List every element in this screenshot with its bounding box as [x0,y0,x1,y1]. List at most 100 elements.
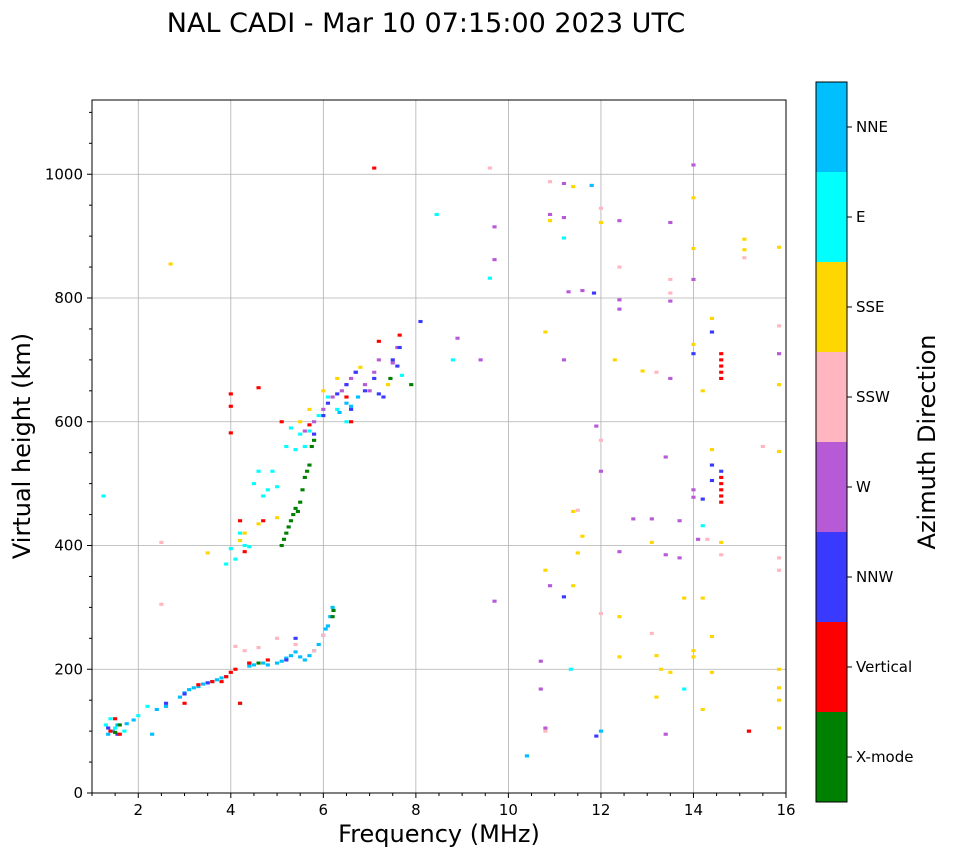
data-point-x-mode [281,537,287,541]
data-point-nnw [700,497,705,501]
data-point-sse [612,358,617,362]
data-point-e [242,543,247,548]
data-point-vertical [746,729,752,733]
data-point-x-mode [311,438,317,442]
colorbar-tick-label: SSE [856,298,885,316]
data-point-vertical [372,166,377,170]
data-point-e [399,373,405,377]
data-point-sse [776,667,782,671]
data-point-nnw [284,658,289,662]
data-point-sse [649,540,654,544]
data-point-w [691,163,696,167]
data-point-nnw [335,392,340,396]
data-point-w [349,376,354,380]
data-point-nne [154,707,159,712]
data-point-e [700,524,705,528]
colorbar-segment [816,712,847,802]
colorbar-segment [816,82,847,172]
data-point-e [307,429,312,433]
data-point-vertical [228,404,233,408]
data-point-vertical [376,339,381,343]
data-point-sse [742,237,747,241]
data-point-x-mode [295,509,300,514]
data-point-w [691,495,696,499]
y-axis-ticks: 0 200 400 600 800 1000 [45,111,92,802]
data-point-nnw [293,636,298,640]
data-point-nne [214,678,220,682]
data-point-nne [284,656,289,660]
data-point-e [284,444,289,449]
data-point-sse [617,655,622,659]
data-point-sse [358,365,363,369]
data-point-e [682,687,687,691]
data-point-w [311,420,317,424]
data-point-x-mode [291,513,296,517]
data-point-w [543,726,548,730]
data-point-w [395,345,400,350]
data-point-nne [150,732,155,736]
data-point-vertical [228,431,233,435]
data-point-e [136,714,141,718]
data-point-vertical [719,352,724,356]
colorbar: X-mode Vertical NNW W SSW SSE E NNE [815,81,913,803]
data-point-nne [191,686,196,690]
data-point-e [293,448,298,452]
data-point-vertical [108,729,113,733]
data-point-sse [580,534,585,538]
data-point-w [696,537,701,541]
data-point-vertical [247,661,252,665]
data-point-w [492,225,497,229]
data-point-nne [344,401,349,405]
data-point-vertical [719,475,724,479]
y-tick-label: 600 [54,413,83,431]
data-point-ssw [776,568,782,572]
data-point-sse [691,655,696,659]
data-point-sse [575,551,580,555]
data-point-x-mode [117,723,122,727]
data-point-w [538,659,543,663]
data-point-vertical [242,550,247,554]
data-point-w [547,212,553,217]
data-point-nne [196,685,201,689]
data-point-sse [386,383,391,387]
x-axis-ticks: 2 4 6 8 10 12 14 16 [91,793,796,819]
colorbar-tick-label: W [856,478,871,496]
data-point-nne [330,605,335,609]
data-point-vertical [344,395,349,399]
x-tick-label: 4 [226,801,236,819]
data-point-w [478,358,483,362]
data-point-nne [279,659,284,663]
data-point-sse [776,726,782,730]
data-point-w [668,376,673,380]
x-tick-label: 10 [499,801,518,819]
data-point-e [450,358,455,362]
data-point-ssw [321,633,326,637]
data-point-ssw [668,291,673,295]
data-point-e [288,426,294,430]
data-point-nne [274,661,280,665]
data-point-sse [571,509,576,514]
data-point-vertical [349,420,354,424]
data-point-sse [776,686,782,690]
data-point-w [561,181,567,186]
data-point-vertical [210,680,215,684]
y-axis-label: Virtual height (km) [8,333,36,559]
data-point-sse [700,707,705,712]
data-point-ssw [776,556,782,560]
data-point-ssw [242,649,247,653]
data-point-e [103,723,108,727]
data-point-w [321,407,326,411]
data-point-w [691,488,696,492]
data-point-e [256,469,261,473]
data-point-w [677,519,682,523]
x-tick-label: 12 [591,801,610,819]
data-point-nne [589,183,594,187]
data-point-sse [776,449,782,453]
data-point-w [691,277,696,281]
plot-background [92,100,786,793]
data-point-nne [251,663,257,667]
colorbar-segment [816,442,847,532]
data-point-e [108,717,113,721]
data-point-w [372,370,377,374]
data-point-x-mode [293,506,298,510]
